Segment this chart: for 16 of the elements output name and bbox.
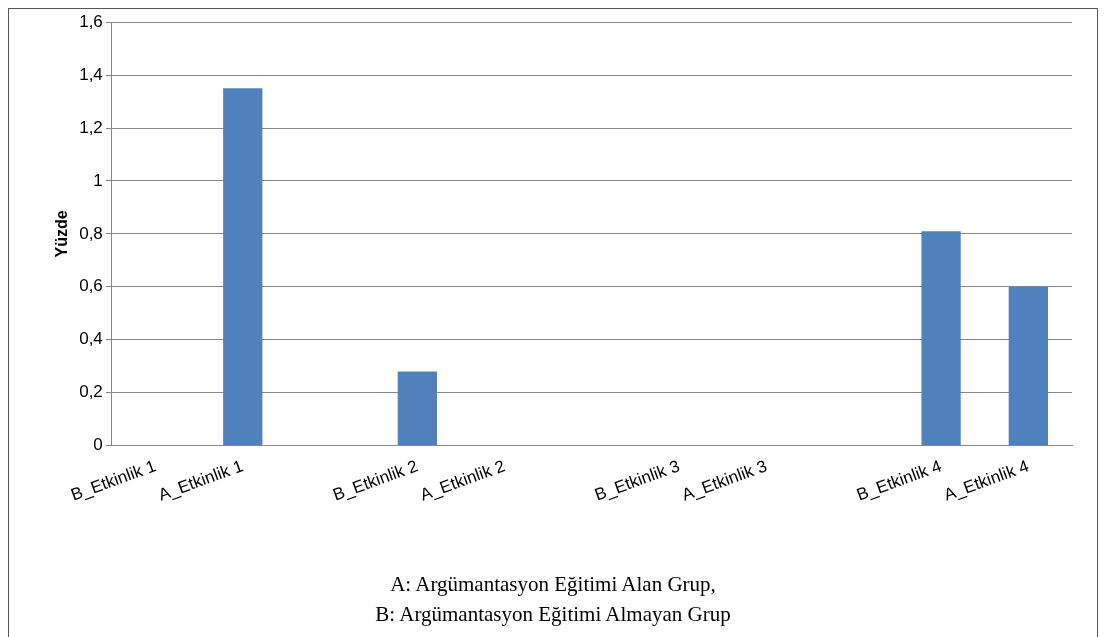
bar — [223, 88, 263, 445]
y-tick-label: 0,4 — [79, 329, 103, 349]
y-tick-label: 0 — [93, 435, 103, 455]
y-tick-label: 0,6 — [79, 276, 103, 296]
y-tick-label: 0,8 — [79, 223, 103, 243]
y-tick-label: 1,4 — [79, 64, 103, 84]
y-tick-label: 1,2 — [79, 117, 103, 137]
text: A: Argümantasyon Eğitimi Alan Grup, — [389, 571, 717, 598]
text: B: Argümantasyon Eğitimi Almayan Grup — [374, 601, 732, 628]
y-axis-title: Yüzde — [53, 210, 71, 258]
bar — [397, 371, 437, 445]
bar — [921, 231, 961, 445]
y-tick-label: 0,2 — [79, 382, 103, 402]
y-tick-label: 1,6 — [79, 11, 103, 31]
y-tick-label: 1 — [93, 170, 103, 190]
bar — [1008, 286, 1048, 445]
